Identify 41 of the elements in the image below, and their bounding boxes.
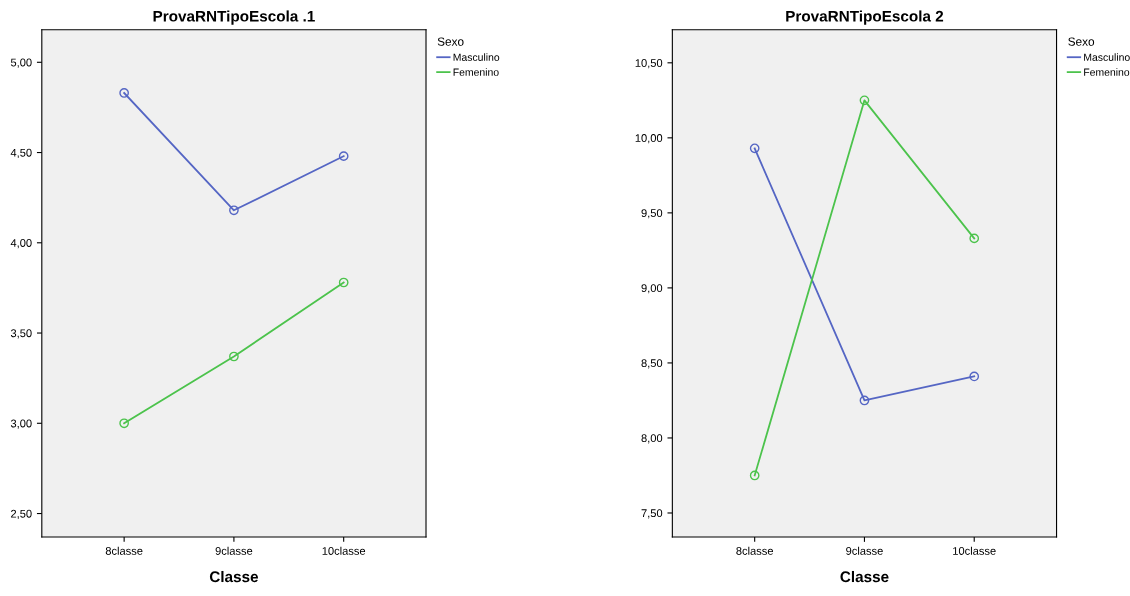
chart-title: ProvaRNTipoEscola 2: [786, 10, 944, 25]
x-tick-label: 10classe: [322, 546, 366, 555]
point: [119, 88, 130, 98]
y-tick-label: 4,50: [10, 148, 32, 158]
y-tick-label: 8,50: [641, 359, 663, 369]
x-tick-label: 8classe: [736, 546, 774, 555]
legend-label: Masculino: [453, 53, 500, 61]
point: [859, 395, 870, 406]
point: [119, 418, 130, 429]
point: [969, 371, 980, 382]
y-tick-label: 10,00: [635, 134, 663, 144]
point: [859, 95, 870, 106]
y-tick-label: 9,00: [641, 284, 663, 294]
y-tick-label: 4,00: [10, 239, 32, 249]
x-axis-title: Classe: [840, 570, 889, 583]
legend-label: Masculino: [1084, 53, 1130, 61]
legend-label: Femenino: [453, 68, 499, 76]
point: [749, 143, 760, 154]
y-tick-label: 5,00: [10, 58, 32, 68]
y-tick-label: 3,00: [10, 419, 32, 429]
point: [338, 151, 349, 162]
x-tick-label: 9classe: [846, 546, 883, 555]
point: [969, 233, 980, 244]
y-tick-label: 9,50: [641, 209, 663, 219]
x-axis-title: Classe: [209, 570, 259, 583]
legend-title: Sexo: [1068, 37, 1095, 46]
chart-title: ProvaRNTipoEscola .1: [153, 10, 315, 25]
legend-label: Femenino: [1084, 68, 1130, 76]
point: [338, 277, 349, 288]
y-tick-label: 10,50: [635, 59, 663, 69]
point: [229, 205, 239, 216]
y-tick-label: 2,50: [11, 509, 32, 519]
point: [229, 351, 239, 362]
y-tick-label: 8,00: [641, 434, 663, 444]
y-tick-label: 7,50: [641, 509, 663, 519]
x-tick-label: 10classe: [953, 546, 996, 555]
x-tick-label: 8classe: [105, 546, 143, 555]
point: [749, 470, 760, 481]
y-tick-label: 3,50: [10, 329, 32, 339]
legend-title: Sexo: [437, 37, 464, 46]
x-tick-label: 9classe: [215, 546, 253, 555]
